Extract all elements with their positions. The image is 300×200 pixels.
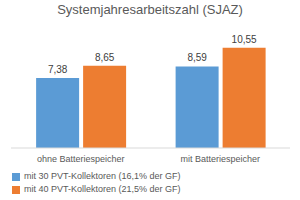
- svg-text:7,38: 7,38: [48, 64, 68, 75]
- html-text:mit 30 PVT-Kollektoren (16,1%: mit 30 PVT-Kollektoren (16,1% der GF): [24, 171, 181, 181]
- svg-text:8,65: 8,65: [95, 52, 115, 63]
- svg-text:8,59: 8,59: [187, 52, 207, 63]
- html-text:mit 40 PVT-Kollektoren (21,5%: mit 40 PVT-Kollektoren (21,5% der GF): [24, 184, 181, 194]
- html-text:Systemjahresarbeitszahl (SJAZ): Systemjahresarbeitszahl (SJAZ): [57, 2, 243, 17]
- svg-text:10,55: 10,55: [232, 34, 257, 45]
- svg-text:mit Batteriespeicher: mit Batteriespeicher: [180, 154, 260, 164]
- svg-text:ohne Batteriespeicher: ohne Batteriespeicher: [37, 154, 125, 164]
